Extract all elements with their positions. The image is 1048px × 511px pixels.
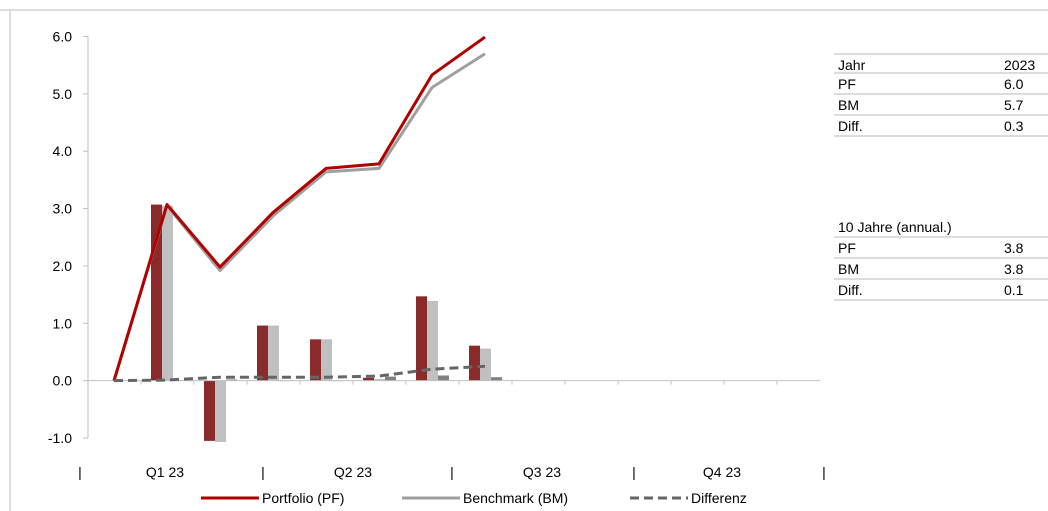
y-tick-label: 2.0: [53, 258, 73, 274]
panel-10y-header: 10 Jahre (annual.): [834, 217, 1048, 238]
y-ticks: 6.0 5.0 4.0 3.0 2.0 1.0 0.0 -1.0: [48, 29, 778, 446]
bar-portfolio: [363, 377, 374, 381]
bar-portfolio: [416, 296, 427, 381]
panel-year-row-bm-value: 5.7: [1004, 97, 1024, 113]
panel-year-header: Jahr 2023: [834, 53, 1048, 74]
x-period-label: Q2 23: [334, 464, 372, 480]
x-separator: |: [261, 464, 265, 480]
panel-10y-row-bm-value: 3.8: [1004, 261, 1024, 277]
legend: Portfolio (PF) Benchmark (BM) Differenz: [201, 490, 747, 506]
bar-benchmark: [268, 325, 279, 381]
bar-differenz: [385, 376, 396, 381]
panel-10y-row-diff-value: 0.1: [1004, 282, 1024, 298]
bar-benchmark: [374, 378, 385, 381]
y-tick-label: 6.0: [53, 29, 73, 45]
x-period-label: Q3 23: [523, 464, 561, 480]
bar-portfolio: [469, 345, 480, 381]
panel-10y-row-pf-key: PF: [838, 240, 856, 256]
y-tick-label: -1.0: [48, 430, 72, 446]
bar-portfolio: [151, 204, 162, 381]
y-tick-label: 0.0: [53, 373, 73, 389]
legend-label: Portfolio (PF): [262, 490, 344, 506]
lines-layer: [112, 35, 486, 383]
panel-year-header-key: Jahr: [838, 57, 866, 73]
panel-10y: 10 Jahre (annual.) PF 3.8 BM 3.8 Diff. 0…: [834, 217, 1048, 301]
panel-year-row-pf: PF 6.0: [834, 74, 1048, 95]
panel-year-header-value: 2023: [1004, 57, 1036, 73]
x-separator: |: [450, 464, 454, 480]
panel-year-row-pf-key: PF: [838, 76, 856, 92]
y-tick-label: 3.0: [53, 201, 73, 217]
line-portfolio: [112, 35, 486, 382]
bar-differenz: [438, 375, 449, 381]
x-period-label: Q4 23: [703, 464, 741, 480]
panel-10y-row-pf-value: 3.8: [1004, 240, 1024, 256]
panel-year-row-bm: BM 5.7: [834, 95, 1048, 116]
legend-label: Benchmark (BM): [463, 490, 568, 506]
panel-10y-row-pf: PF 3.8: [834, 238, 1048, 259]
panel-year-row-pf-value: 6.0: [1004, 76, 1024, 92]
bar-benchmark: [162, 205, 173, 381]
bar-differenz: [491, 377, 502, 381]
panel-10y-header-key: 10 Jahre (annual.): [838, 219, 952, 235]
panel-year-row-diff-value: 0.3: [1004, 118, 1024, 134]
x-separator: |: [822, 464, 826, 480]
bar-benchmark: [321, 339, 332, 381]
bars-layer: [151, 204, 502, 443]
bar-benchmark: [480, 348, 491, 381]
x-period-label: Q1 23: [146, 464, 184, 480]
panel-10y-row-bm: BM 3.8: [834, 259, 1048, 280]
y-tick-label: 4.0: [53, 143, 73, 159]
y-tick-label: 5.0: [53, 86, 73, 102]
panel-year: Jahr 2023 PF 6.0 BM 5.7 Diff. 0.3: [834, 53, 1048, 137]
x-separator: |: [632, 464, 636, 480]
bar-benchmark: [215, 380, 226, 443]
panel-year-row-diff-key: Diff.: [838, 118, 863, 134]
x-separator: |: [78, 464, 82, 480]
bar-portfolio: [204, 380, 215, 441]
panel-year-row-bm-key: BM: [838, 97, 859, 113]
bar-portfolio: [257, 325, 268, 381]
legend-label: Differenz: [691, 490, 747, 506]
bar-portfolio: [310, 339, 321, 381]
panel-10y-row-diff-key: Diff.: [838, 282, 863, 298]
panel-year-row-diff: Diff. 0.3: [834, 116, 1048, 137]
panel-10y-row-bm-key: BM: [838, 261, 859, 277]
y-tick-label: 1.0: [53, 315, 73, 331]
bar-benchmark: [427, 300, 438, 381]
bar-differenz: [226, 379, 237, 381]
line-differenz: [113, 364, 486, 383]
x-labels: | | | | | Q1 23 Q2 23 Q3 23 Q4 23: [78, 464, 826, 480]
panel-10y-row-diff: Diff. 0.1: [834, 280, 1048, 301]
